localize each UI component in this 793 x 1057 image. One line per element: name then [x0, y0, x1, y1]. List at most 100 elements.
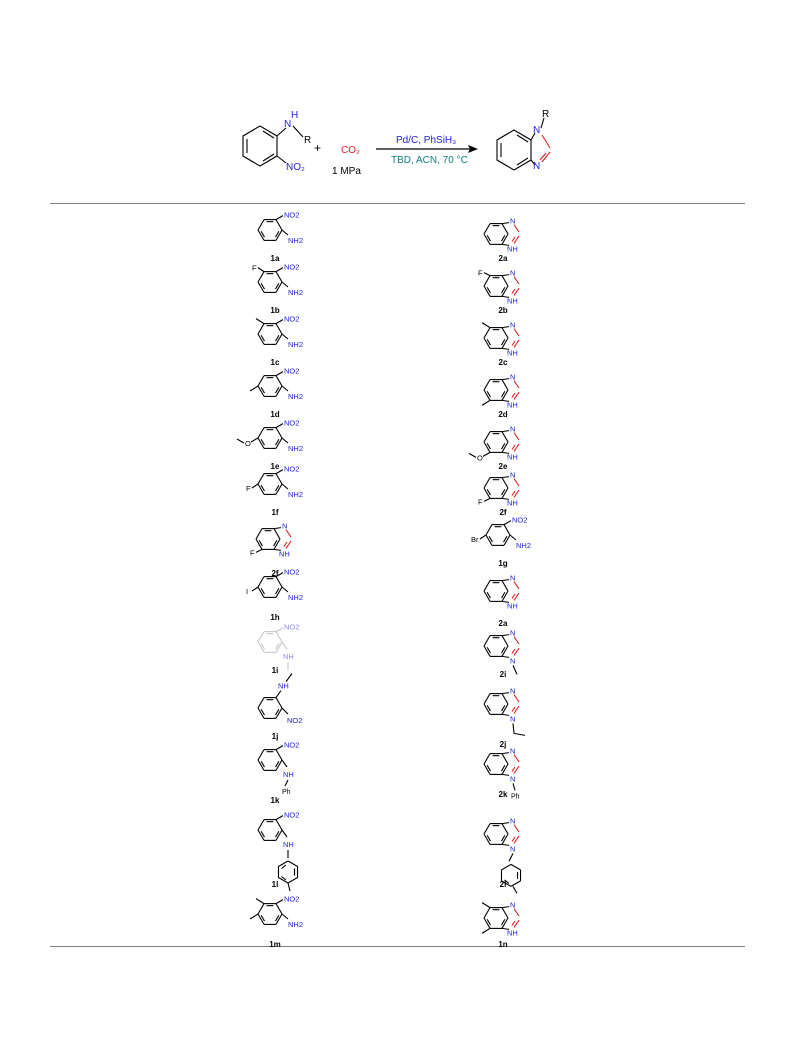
compound-label: 2c [498, 358, 508, 367]
structure-c2f-left: N NH F [250, 522, 292, 558]
ring-bond [483, 285, 491, 297]
ring-bond [483, 477, 491, 489]
ring-bond [257, 385, 265, 397]
compound-label: 1b [270, 306, 280, 315]
c2-bond [513, 581, 520, 590]
ring-bond [275, 913, 283, 925]
ring-bond [257, 707, 265, 719]
c2-bond [513, 391, 520, 400]
structure-c1b: NO2 NH2 F [252, 263, 303, 297]
c2-bond [513, 328, 520, 337]
ring-double-bond [273, 539, 278, 547]
ring-double-bond [503, 535, 508, 543]
imidazole-bond [501, 634, 510, 637]
c2-bond [513, 636, 520, 645]
ring-bond [275, 483, 283, 495]
ring-double-bond [486, 764, 491, 772]
ring-double-bond [501, 646, 506, 654]
ring-bond [501, 431, 509, 443]
c2-bond [513, 765, 520, 774]
ring-bond [483, 337, 491, 349]
bond [281, 829, 288, 838]
secondary-amine: NH [283, 770, 294, 779]
c2-bond [513, 339, 520, 348]
c2-bond [513, 908, 520, 917]
secondary-amine: NH [278, 682, 289, 691]
ring-double-bond [486, 834, 491, 842]
ring-bond [483, 431, 491, 443]
compound-c2i: NN [483, 629, 520, 675]
n3-atom: N [510, 217, 515, 226]
ring-double-bond [501, 390, 506, 398]
n1-h: NH [507, 244, 518, 253]
ring-double-bond [260, 484, 265, 492]
bond [281, 586, 289, 593]
ring-double-bond [275, 230, 280, 238]
c2-double-bond [511, 593, 516, 599]
bond [482, 451, 491, 457]
ring-double-bond [486, 488, 491, 496]
ring-bond [501, 327, 509, 339]
product-n3: N [533, 161, 540, 172]
n1-atom: N [510, 714, 515, 723]
compound-c1d: NO2 NH2 [249, 367, 303, 401]
ring-bond [483, 487, 491, 499]
structure-c2a-dup: N NH [483, 574, 520, 610]
compound-label: 2f [499, 508, 507, 517]
ring-bond [257, 271, 265, 283]
ring-double-bond [501, 591, 506, 599]
n3-atom: N [510, 901, 515, 910]
ring-double-bond [501, 704, 506, 712]
ring-double-bond [260, 708, 265, 716]
ring-bond [501, 645, 509, 657]
ethyl-bond [285, 673, 293, 682]
compound-label: 2a [498, 254, 508, 263]
tolyl-ring-bond [278, 860, 289, 867]
ring-double-bond [260, 438, 265, 446]
bond [483, 497, 491, 502]
ring-bond [257, 913, 265, 925]
condition-bottom: TBD, ACN, 70 °C [391, 155, 468, 166]
structure-c1i: NO2 NH [257, 623, 299, 670]
ring-bond [257, 576, 265, 588]
halogen-f: F [252, 264, 257, 273]
compound-c2b: N NH F [478, 269, 520, 305]
n3-atom: N [510, 747, 515, 756]
ring-double-bond [275, 760, 280, 768]
bond [281, 437, 289, 444]
ring-double-bond [501, 286, 506, 294]
compound-label: 1m [269, 940, 281, 949]
ring-double-bond [260, 282, 265, 290]
nitro-group: NO2 [284, 741, 299, 750]
imidazole-bond [501, 927, 510, 930]
compound-c1e: NO2 NH2 O [236, 419, 303, 453]
ring-bond [483, 580, 491, 592]
ring-bond [501, 477, 509, 489]
ring-bond [275, 759, 283, 771]
ring-double-bond [260, 830, 265, 838]
ring-bond [255, 528, 263, 540]
methyl-bond [249, 385, 259, 392]
ring-double-bond [501, 488, 506, 496]
methyl-bond [249, 913, 259, 920]
compound-label: 1h [270, 613, 280, 622]
methyl-bond [481, 902, 491, 909]
plus-sign: + [314, 141, 321, 155]
compound-label: 2a [498, 619, 508, 628]
ring-bond [275, 229, 283, 241]
compound-label: 2k [498, 790, 508, 799]
ring-bond [275, 323, 283, 335]
compound-label: 2i [499, 670, 507, 679]
structure-c1k: NO2 NH Ph [257, 741, 299, 796]
c2-bond [513, 919, 520, 928]
methoxy-oxygen: O [245, 439, 251, 448]
compound-c1f: NO2 NH2 F [246, 465, 303, 499]
methyl-bond [481, 927, 491, 934]
methoxy-methyl [236, 438, 245, 444]
ring-bond [275, 219, 283, 231]
ring-bond [501, 223, 509, 235]
imidazole-bond [501, 752, 510, 755]
ring-double-bond [486, 442, 491, 450]
ring-bond [483, 590, 491, 602]
bond [275, 371, 284, 377]
